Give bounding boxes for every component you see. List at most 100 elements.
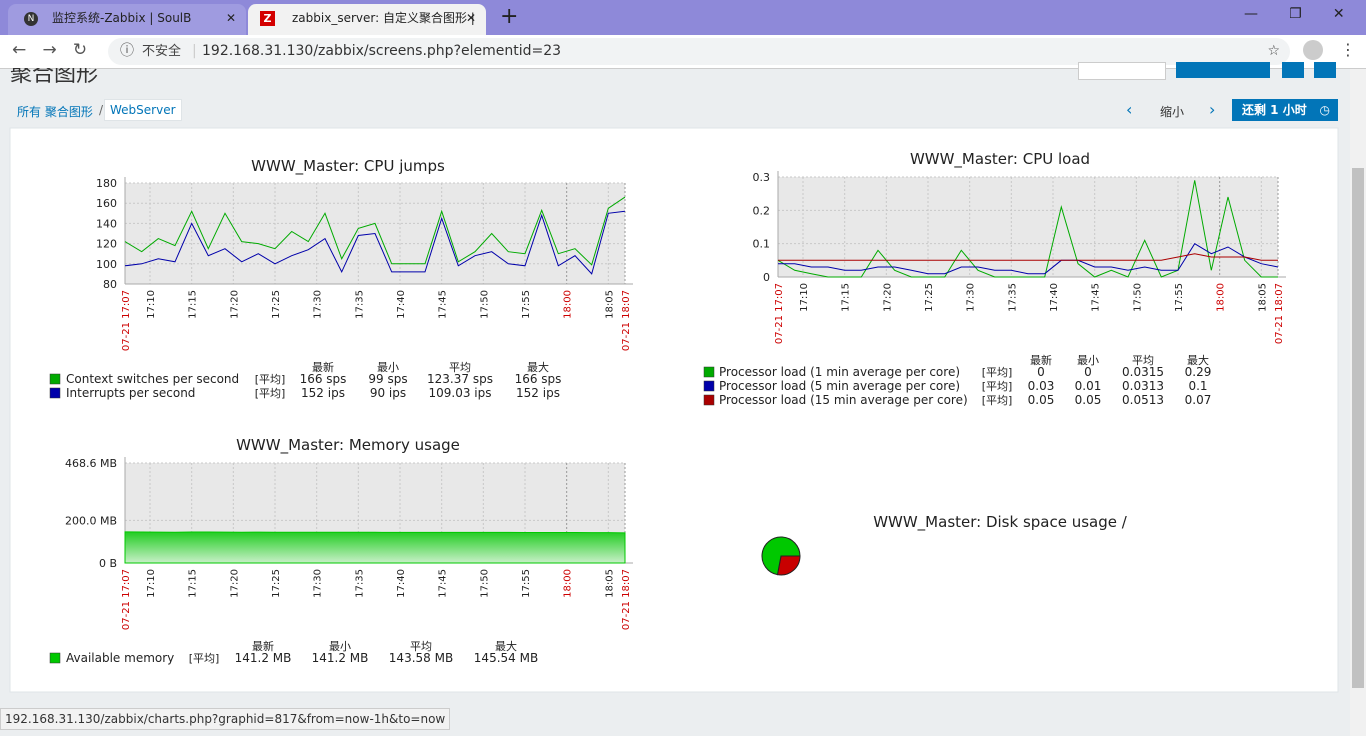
x-tick-label: 18:00 bbox=[1216, 283, 1227, 312]
edit-button[interactable] bbox=[1176, 62, 1270, 78]
x-tick-label: 17:55 bbox=[521, 569, 532, 598]
legend-func: [平均] bbox=[255, 387, 286, 400]
y-tick-label: 0.2 bbox=[753, 204, 771, 217]
legend-swatch bbox=[703, 380, 715, 392]
legend-stat: 0.05 bbox=[1028, 393, 1055, 407]
legend-func: [平均] bbox=[255, 373, 286, 386]
x-tick-label: 17:50 bbox=[479, 290, 490, 319]
tab[interactable]: N 监控系统-Zabbix | SoulB ✕ bbox=[8, 4, 246, 35]
zoom-out[interactable]: 缩小 bbox=[1160, 105, 1185, 119]
x-tick-label: 17:55 bbox=[521, 290, 532, 319]
x-tick-label: 17:40 bbox=[396, 290, 407, 319]
legend-stat: 0.29 bbox=[1185, 365, 1212, 379]
prev-button[interactable]: ‹ bbox=[1126, 100, 1133, 119]
new-tab[interactable]: + bbox=[500, 4, 519, 29]
legend-stat: 141.2 MB bbox=[235, 651, 292, 665]
legend-stat: 0.05 bbox=[1075, 393, 1102, 407]
series-line bbox=[778, 243, 1279, 275]
legend-stat: 145.54 MB bbox=[474, 651, 538, 665]
legend-stat: 0.0315 bbox=[1122, 365, 1164, 379]
legend-stat: 90 ips bbox=[370, 386, 406, 400]
series-line bbox=[124, 210, 626, 275]
breadcrumb-current[interactable]: WebServer bbox=[104, 99, 182, 121]
next-button[interactable]: › bbox=[1209, 100, 1216, 119]
x-tick-label: 17:25 bbox=[924, 283, 935, 312]
series-line bbox=[778, 253, 1278, 261]
legend-name: Processor load (1 min average per core) bbox=[719, 365, 960, 379]
y-tick-label: 0.3 bbox=[753, 171, 771, 184]
legend-func: [平均] bbox=[189, 652, 220, 665]
x-tick-label: 17:15 bbox=[841, 283, 852, 312]
x-tick-label: 17:10 bbox=[146, 569, 157, 598]
legend-header: 最大 bbox=[1187, 353, 1209, 367]
legend-stat: 123.37 sps bbox=[427, 372, 493, 386]
address-bar: ← → ↻ ⓘ 不安全 | 192.168.31.130/zabbix/scre… bbox=[0, 35, 1366, 69]
profile[interactable] bbox=[1303, 40, 1323, 60]
tab-title: 监控系统-Zabbix | SoulB bbox=[52, 11, 192, 25]
y-tick-label: 80 bbox=[103, 278, 117, 291]
fullscreen-button[interactable] bbox=[1314, 62, 1336, 78]
legend-stat: 0.07 bbox=[1185, 393, 1212, 407]
legend-stat: 152 ips bbox=[516, 386, 560, 400]
legend-stat: 166 sps bbox=[515, 372, 562, 386]
legend-stat: 0.03 bbox=[1028, 379, 1055, 393]
legend-stat: 166 sps bbox=[300, 372, 347, 386]
chart-title: WWW_Master: Disk space usage / bbox=[873, 513, 1128, 532]
x-tick-label: 17:30 bbox=[313, 569, 324, 598]
x-tick-label: 17:25 bbox=[271, 290, 282, 319]
y-tick-label: 468.6 MB bbox=[65, 457, 117, 470]
favorite-button[interactable] bbox=[1282, 62, 1304, 78]
period-button[interactable]: 还剩 1 小时 ◷ bbox=[1232, 99, 1338, 121]
legend-func: [平均] bbox=[982, 394, 1013, 407]
x-tick-label: 17:50 bbox=[479, 569, 490, 598]
tab-title: zabbix_server: 自定义聚合图形 | bbox=[292, 11, 475, 25]
x-tick-label: 17:45 bbox=[438, 290, 449, 319]
series-line bbox=[777, 180, 1278, 278]
x-tick-label: 17:35 bbox=[354, 569, 365, 598]
scroll-thumb[interactable] bbox=[1352, 168, 1364, 688]
legend-stat: 0.0513 bbox=[1122, 393, 1164, 407]
window-controls[interactable]: — ❐ ✕ bbox=[1244, 6, 1345, 22]
breadcrumb-link[interactable]: 所有 聚合图形 bbox=[17, 105, 93, 119]
x-tick-label: 17:30 bbox=[966, 283, 977, 312]
pie-slice bbox=[776, 555, 801, 576]
x-tick-label: 17:35 bbox=[354, 290, 365, 319]
search-input[interactable] bbox=[1078, 62, 1166, 80]
legend-header: 最大 bbox=[495, 639, 517, 653]
legend-stat: 0.1 bbox=[1188, 379, 1207, 393]
x-tick-label: 17:40 bbox=[396, 569, 407, 598]
y-tick-label: 100 bbox=[96, 258, 117, 271]
legend-stat: 143.58 MB bbox=[389, 651, 453, 665]
x-tick-label: 17:20 bbox=[882, 283, 893, 312]
y-tick-label: 180 bbox=[96, 177, 117, 190]
legend-swatch bbox=[49, 387, 61, 399]
legend-stat: 0.0313 bbox=[1122, 379, 1164, 393]
nav-buttons[interactable]: ← → ↻ bbox=[12, 40, 88, 60]
x-tick-label: 07-21 17:07 bbox=[774, 283, 785, 344]
legend-swatch bbox=[703, 394, 715, 406]
y-tick-label: 200.0 MB bbox=[65, 514, 117, 527]
legend-func: [平均] bbox=[982, 380, 1013, 393]
x-tick-label: 17:30 bbox=[313, 290, 324, 319]
page-title: 聚合图形 bbox=[10, 62, 99, 87]
omnibox[interactable]: ⓘ 不安全 | 192.168.31.130/zabbix/screens.ph… bbox=[108, 38, 1290, 65]
y-tick-label: 0 bbox=[763, 271, 770, 284]
legend-stat: 152 ips bbox=[301, 386, 345, 400]
x-tick-label: 17:20 bbox=[229, 569, 240, 598]
x-tick-label: 17:25 bbox=[271, 569, 282, 598]
chart-title: WWW_Master: CPU jumps bbox=[251, 157, 445, 176]
menu[interactable]: ⋮ bbox=[1340, 40, 1356, 59]
legend-stat: 99 sps bbox=[368, 372, 407, 386]
security-label: 不安全 bbox=[142, 44, 182, 59]
y-tick-label: 160 bbox=[96, 197, 117, 210]
y-tick-label: 0 B bbox=[99, 557, 117, 570]
legend-stat: 0 bbox=[1037, 365, 1045, 379]
series-line bbox=[124, 196, 626, 266]
period-label: 还剩 1 小时 bbox=[1242, 103, 1307, 117]
x-tick-label: 17:10 bbox=[146, 290, 157, 319]
legend-swatch bbox=[703, 366, 715, 378]
legend-swatch bbox=[49, 373, 61, 385]
